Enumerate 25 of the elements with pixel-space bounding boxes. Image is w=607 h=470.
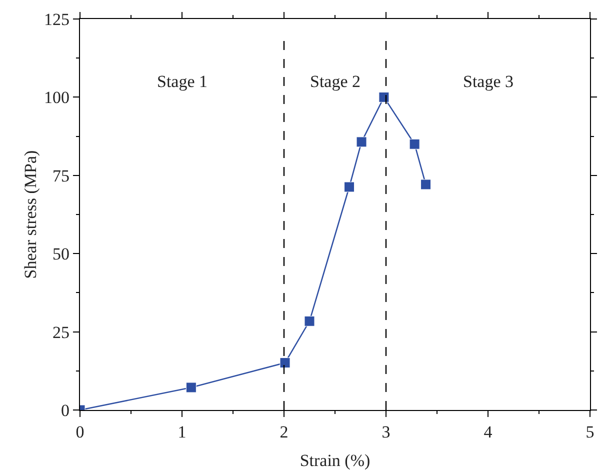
- y-tick-label: 0: [61, 400, 70, 420]
- y-tick-label: 25: [52, 322, 70, 342]
- x-tick-label: 0: [76, 422, 84, 442]
- y-tick-label: 100: [44, 88, 70, 108]
- annotation: Stage 2: [310, 72, 361, 91]
- point: [280, 358, 290, 368]
- x-tick-label: 2: [280, 422, 288, 442]
- y-tick-label: 50: [52, 244, 70, 264]
- y-tick-label: 75: [52, 166, 70, 186]
- point: [304, 316, 315, 326]
- x-axis-title: Strain (%): [300, 451, 370, 470]
- point: [420, 179, 432, 190]
- x-tick-label: 5: [586, 422, 594, 442]
- y-tick-label: 125: [44, 10, 70, 29]
- annotation: Stage 1: [157, 72, 208, 91]
- point: [356, 136, 367, 148]
- x-tick-label: 3: [382, 422, 390, 442]
- annotation: Stage 3: [463, 72, 514, 91]
- x-tick-label: 4: [484, 422, 493, 442]
- y-axis-title: Shear stress (MPa): [20, 150, 40, 279]
- point: [344, 182, 355, 192]
- point: [186, 382, 196, 393]
- x-tick-label: 1: [178, 422, 186, 442]
- point: [378, 92, 390, 102]
- point: [409, 138, 420, 150]
